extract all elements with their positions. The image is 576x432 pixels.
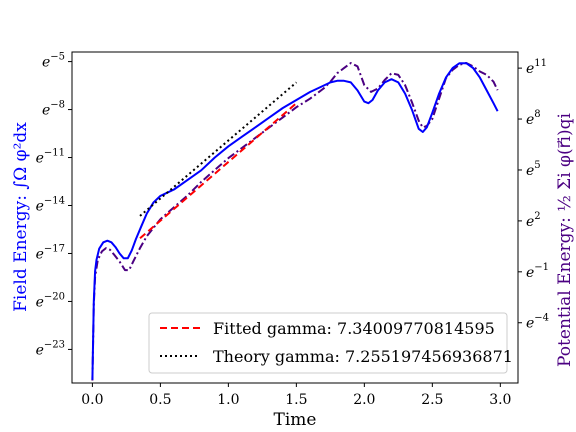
left-y-tick-label: e−5 bbox=[42, 52, 65, 71]
right-y-tick-label: e8 bbox=[526, 109, 541, 128]
series-line-fitted bbox=[139, 102, 298, 240]
left-y-axis-label: Field Energy: ∫Ω φ²dx bbox=[11, 122, 31, 312]
left-y-tick-label: e−23 bbox=[36, 339, 65, 358]
left-y-tick-label: e−17 bbox=[36, 243, 65, 262]
left-y-tick-label: e−20 bbox=[36, 291, 65, 310]
plot-frame bbox=[71, 51, 519, 384]
left-y-tick-label: e−14 bbox=[36, 196, 65, 215]
series-line-theory bbox=[139, 81, 298, 217]
legend-label-theory: Theory gamma: 7.255197456936871 bbox=[213, 347, 513, 366]
legend-label-fitted: Fitted gamma: 7.34009770814595 bbox=[213, 319, 495, 338]
right-y-tick-label: e−4 bbox=[526, 313, 549, 332]
left-y-axis: e−5 e−8 e−11 e−14 e−17 e−20 e−23 bbox=[36, 52, 72, 358]
legend-box bbox=[148, 312, 508, 374]
right-y-tick-label: e11 bbox=[526, 58, 547, 77]
right-y-tick-label: e5 bbox=[526, 160, 541, 179]
right-y-tick-label: e−1 bbox=[526, 262, 549, 281]
right-y-tick-label: e2 bbox=[526, 211, 541, 230]
series-layer bbox=[91, 62, 499, 381]
x-tick-label: 1.5 bbox=[285, 392, 307, 408]
left-y-tick-label: e−11 bbox=[36, 148, 65, 167]
x-tick-label: 0.0 bbox=[81, 392, 103, 408]
series-line-field bbox=[91, 62, 499, 380]
x-tick-label: 0.5 bbox=[149, 392, 171, 408]
x-tick-label: 2.5 bbox=[421, 392, 443, 408]
x-axis-label: Time bbox=[274, 410, 317, 430]
x-tick-label: 3.0 bbox=[489, 392, 511, 408]
left-y-tick-label: e−8 bbox=[42, 100, 65, 119]
legend: Fitted gamma: 7.34009770814595 Theory ga… bbox=[148, 312, 513, 374]
right-y-axis: e11 e8 e5 e2 e−1 e−4 bbox=[518, 58, 549, 332]
x-tick-label: 2.0 bbox=[353, 392, 375, 408]
x-axis: 0.0 0.5 1.0 1.5 2.0 2.5 3.0 bbox=[81, 383, 511, 408]
x-tick-label: 1.0 bbox=[217, 392, 239, 408]
right-y-axis-label: Potential Energy: ½ Σi φ(r⃗i)qi bbox=[555, 112, 575, 366]
